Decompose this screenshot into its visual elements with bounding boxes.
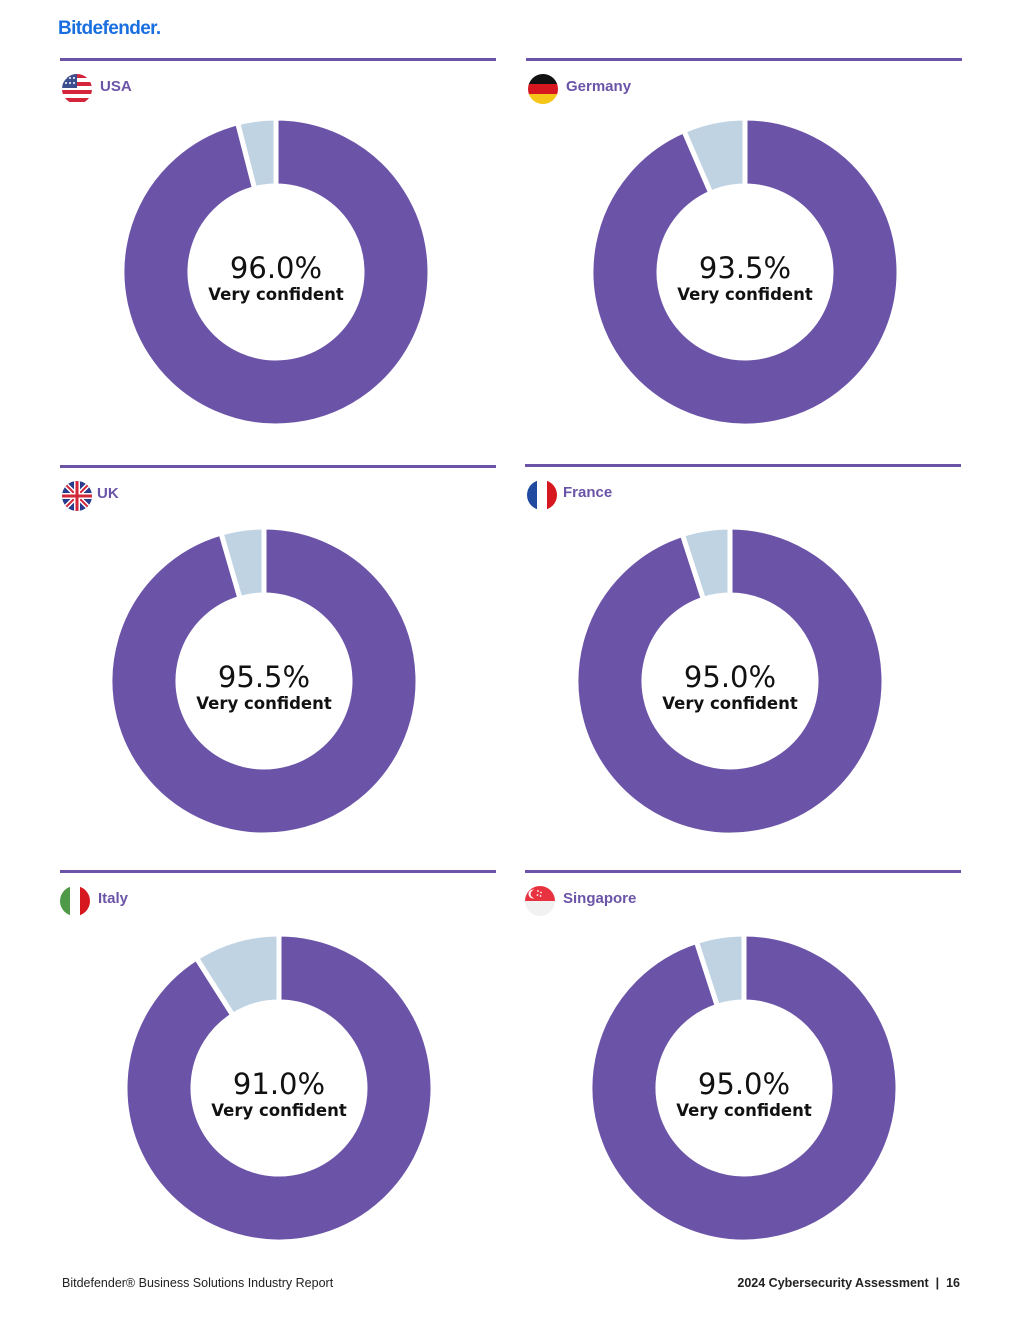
panel-germany: Germany 93.5% Very confident [526, 58, 962, 458]
confidence-label: Very confident [662, 694, 798, 713]
section-divider [525, 464, 961, 467]
percentage-value: 95.0% [698, 1067, 790, 1101]
country-name: France [563, 484, 613, 501]
confidence-label: Very confident [676, 1101, 812, 1120]
panel-france: France 95.0% Very confident [525, 464, 961, 864]
section-divider [60, 58, 496, 61]
france-flag-icon [527, 480, 557, 510]
donut-chart-italy: 91.0%Very confident [123, 932, 435, 1244]
slice-very-confident [108, 525, 420, 837]
country-name: UK [97, 485, 119, 502]
donut-chart-uk: 95.5%Very confident [108, 525, 420, 837]
slice-other [679, 525, 733, 603]
slice-very-confident [589, 116, 901, 428]
panel-italy: Italy 91.0% Very confident [60, 870, 496, 1270]
confidence-label: Very confident [208, 285, 344, 304]
confidence-label: Very confident [211, 1101, 347, 1120]
slice-other [693, 932, 747, 1010]
singapore-flag-icon [525, 886, 555, 916]
confidence-label: Very confident [196, 694, 332, 713]
slice-very-confident [123, 932, 435, 1244]
donut-chart-germany: 93.5%Very confident [589, 116, 901, 428]
percentage-value: 91.0% [233, 1067, 325, 1101]
germany-flag-icon [528, 74, 558, 104]
percentage-value: 93.5% [699, 251, 791, 285]
donut-chart-usa: 96.0%Very confident [120, 116, 432, 428]
percentage-value: 95.5% [218, 660, 310, 694]
donut-chart-france: 95.0%Very confident [574, 525, 886, 837]
slice-very-confident [120, 116, 432, 428]
slice-other [234, 116, 279, 192]
slice-other [193, 932, 282, 1019]
percentage-value: 96.0% [230, 251, 322, 285]
country-name: USA [100, 78, 132, 95]
donut-chart-singapore: 95.0%Very confident [588, 932, 900, 1244]
uk-flag-icon [62, 481, 92, 511]
slice-very-confident [574, 525, 886, 837]
bitdefender-logo: Bitdefender. [58, 18, 161, 39]
section-divider [526, 58, 962, 61]
panel-singapore: Singapore 95.0% Very confident [525, 870, 961, 1270]
slice-very-confident [588, 932, 900, 1244]
country-name: Italy [98, 890, 129, 907]
panel-usa: USA 96.0% Very confident [60, 58, 496, 458]
footer-report-title: Bitdefender® Business Solutions Industry… [62, 1276, 334, 1290]
section-divider [525, 870, 961, 873]
panel-uk: UK 95.5% Very confident [60, 465, 496, 865]
country-name: Singapore [563, 890, 637, 907]
usa-flag-icon [62, 74, 92, 104]
country-name: Germany [566, 78, 632, 95]
footer-page-info: 2024 Cybersecurity Assessment | 16 [737, 1276, 960, 1290]
italy-flag-icon [60, 886, 90, 916]
slice-other [217, 525, 267, 602]
slice-other [680, 116, 748, 197]
section-divider [60, 465, 496, 468]
confidence-label: Very confident [677, 285, 813, 304]
percentage-value: 95.0% [684, 660, 776, 694]
section-divider [60, 870, 496, 873]
